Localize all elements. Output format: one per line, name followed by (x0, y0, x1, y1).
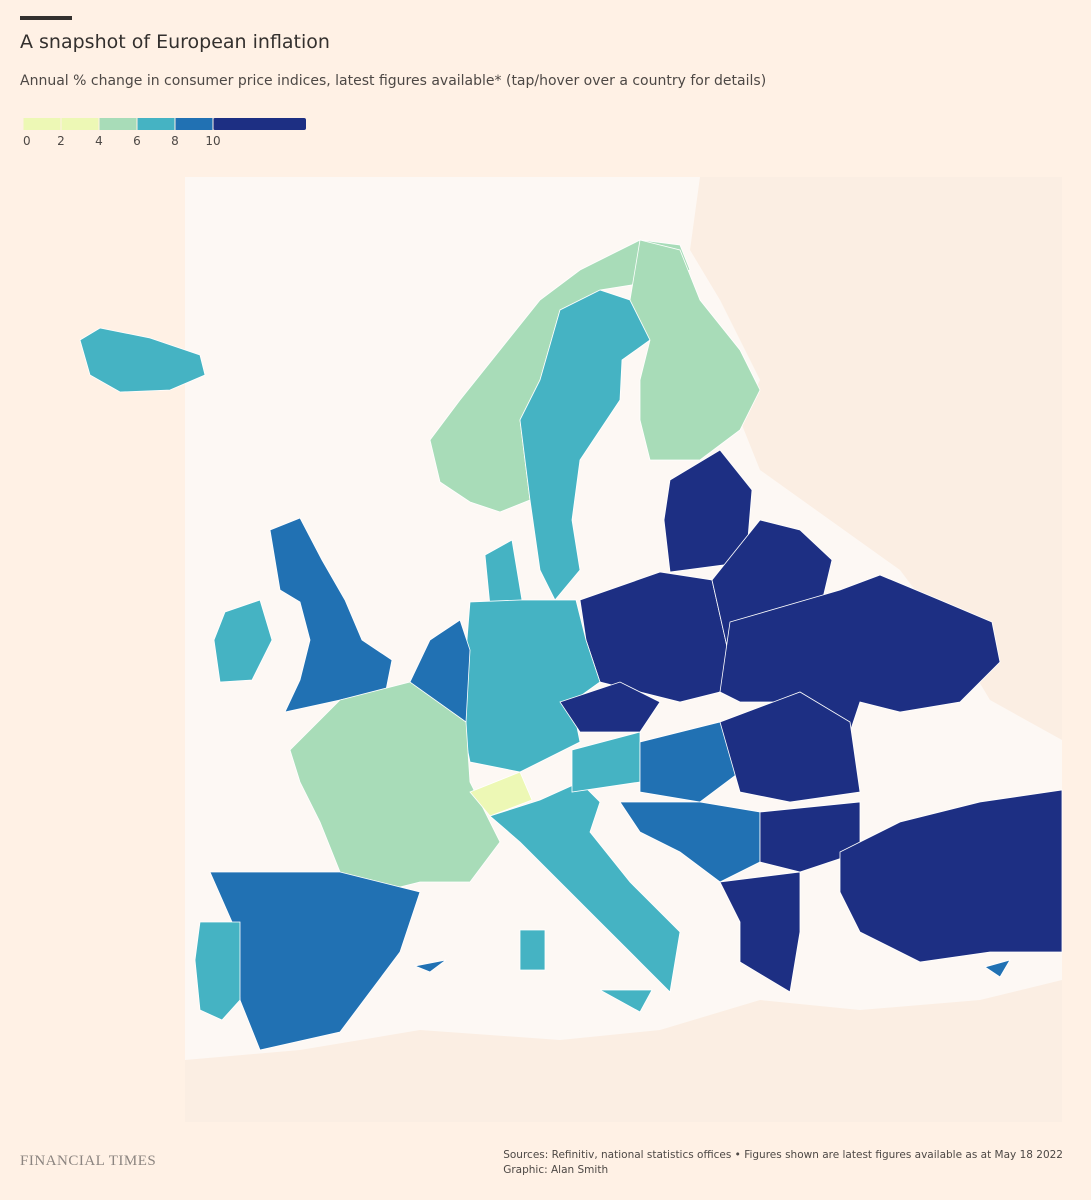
legend-tick-label: 8 (171, 134, 179, 148)
footer: Sources: Refinitiv, national statistics … (503, 1148, 1063, 1178)
brand: FINANCIAL TIMES (20, 1153, 157, 1169)
country[interactable] (719, 574, 1001, 733)
country[interactable] (759, 801, 861, 873)
header-rule (20, 16, 72, 20)
land (690, 177, 1062, 740)
country[interactable] (599, 989, 653, 1013)
country[interactable] (839, 789, 1063, 963)
legend-swatch (137, 118, 175, 130)
country[interactable] (213, 599, 273, 683)
country[interactable] (469, 771, 533, 817)
subtitle: Annual % change in consumer price indice… (20, 73, 767, 89)
legend-tick-label: 0 (23, 134, 31, 148)
sources: Sources: Refinitiv, national statistics … (503, 1149, 1063, 1161)
legend-swatch (99, 118, 137, 130)
legend-tick-label: 2 (57, 134, 65, 148)
title: A snapshot of European inflation (20, 31, 330, 53)
country[interactable] (79, 327, 206, 393)
map (79, 177, 1063, 1122)
legend-tick-label: 6 (133, 134, 141, 148)
country[interactable] (194, 921, 241, 1021)
legend-tick-label: 10 (205, 134, 220, 148)
land (185, 980, 1062, 1122)
country[interactable] (629, 239, 761, 461)
country[interactable] (639, 721, 741, 803)
credit: Graphic: Alan Smith (503, 1164, 609, 1176)
country[interactable] (429, 239, 691, 513)
legend-swatch (175, 118, 213, 130)
country[interactable] (984, 959, 1011, 978)
legend-swatch (23, 118, 61, 130)
legend-swatch (61, 118, 99, 130)
country[interactable] (619, 801, 761, 883)
country[interactable] (559, 681, 661, 733)
legend-swatch (213, 118, 306, 130)
legend: 0 2 4 6 8 10 (22, 118, 306, 148)
country[interactable] (289, 681, 501, 893)
country[interactable] (519, 929, 546, 971)
country[interactable] (413, 959, 447, 973)
country[interactable] (719, 691, 861, 803)
legend-tick-label: 4 (95, 134, 103, 148)
